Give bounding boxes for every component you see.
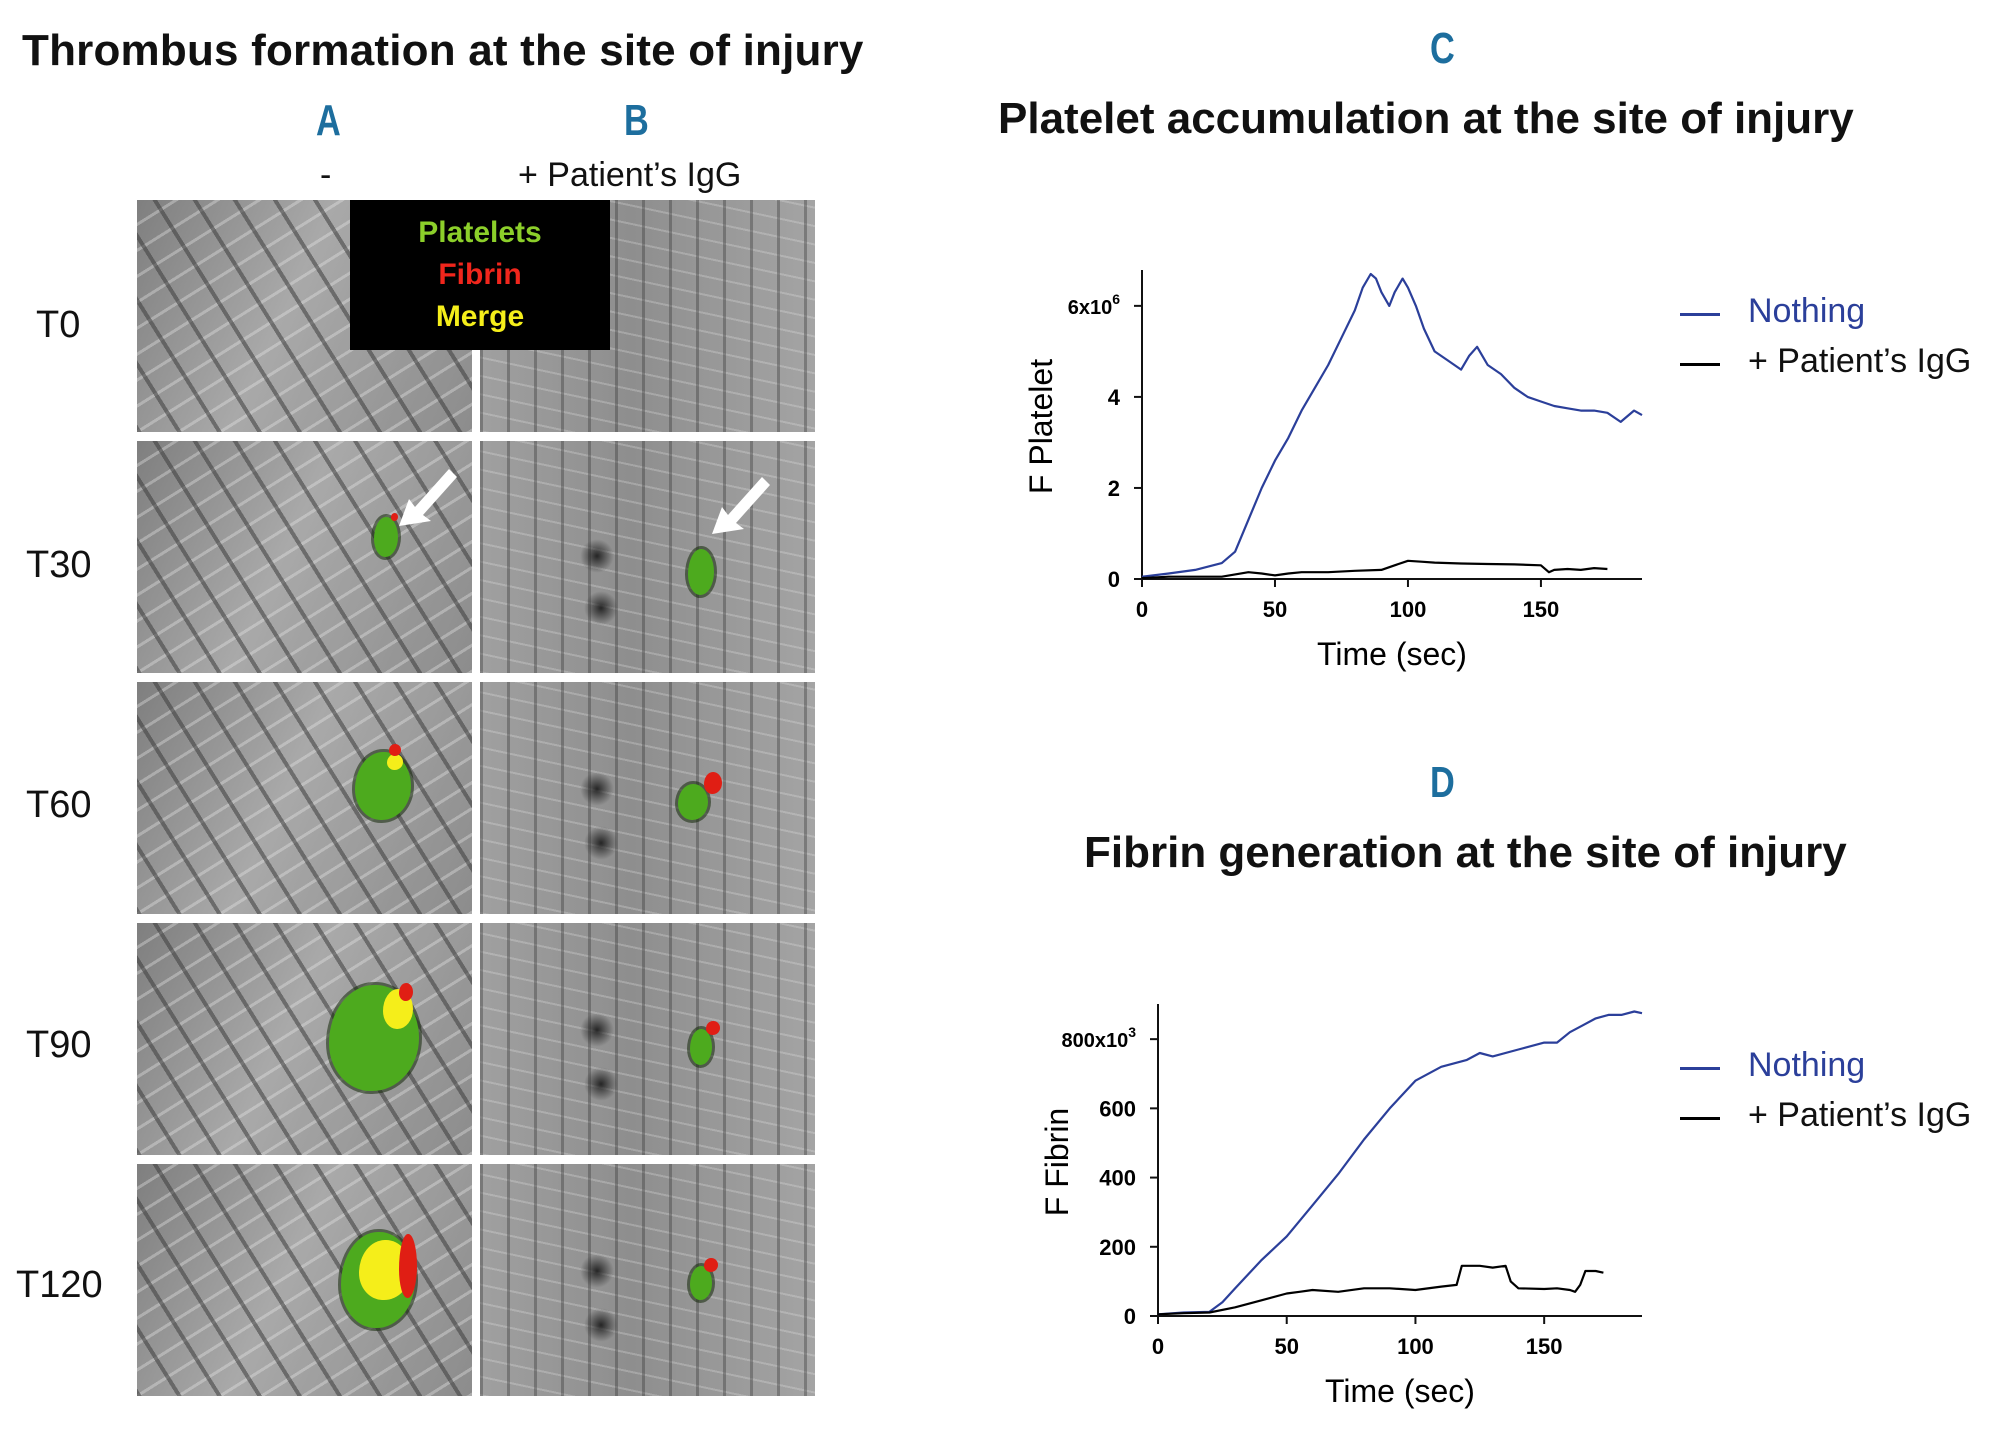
merge-region bbox=[387, 754, 403, 770]
platelet-thrombus bbox=[374, 517, 398, 557]
legend-label-igg: + Patient’s IgG bbox=[1748, 342, 1972, 380]
micro-b-t30 bbox=[480, 441, 815, 673]
y-tick-label: 600 bbox=[1099, 1096, 1136, 1121]
row-label-t90: T90 bbox=[26, 1024, 92, 1066]
x-tick-label: 0 bbox=[1152, 1334, 1164, 1359]
series-line-igg bbox=[1157, 1264, 1604, 1316]
chart-c-title: Platelet accumulation at the site of inj… bbox=[998, 94, 1854, 143]
y-tick-label: 800x103 bbox=[1061, 1024, 1136, 1052]
y-tick-label: 0 bbox=[1108, 567, 1120, 592]
left-title: Thrombus formation at the site of injury bbox=[22, 26, 864, 75]
overlay-color-legend: Platelets Fibrin Merge bbox=[350, 200, 610, 350]
legend-fibrin-label: Fibrin bbox=[438, 258, 522, 291]
platelet-thrombus bbox=[678, 784, 708, 820]
panel-letter-b: B bbox=[624, 96, 649, 145]
white-arrow-icon bbox=[712, 477, 770, 534]
series-line-igg bbox=[1141, 559, 1608, 580]
legend-platelets-label: Platelets bbox=[418, 216, 542, 249]
fibrin-deposit bbox=[399, 1234, 417, 1298]
microscopy-grid bbox=[137, 200, 820, 1396]
column-label-b: + Patient’s IgG bbox=[518, 156, 742, 194]
y-axis-label: F Platelet bbox=[1023, 359, 1059, 494]
chart-d-fibrin-generation: 0 50 100 150 0 200 400 600 800x103 Time (sec) F Fi… bbox=[1039, 1004, 1643, 1409]
micro-a-t90 bbox=[137, 923, 472, 1155]
x-axis-label: Time (sec) bbox=[1325, 1373, 1475, 1409]
legend-line-igg bbox=[1680, 363, 1720, 366]
column-label-a: - bbox=[320, 156, 332, 194]
legend-line-nothing bbox=[1680, 1067, 1720, 1070]
legend-label-igg: + Patient’s IgG bbox=[1748, 1096, 1972, 1134]
fibrin-deposit bbox=[389, 744, 401, 756]
series-line-nothing bbox=[1157, 1010, 1643, 1316]
chart-c-platelet-accumulation: 0 50 100 150 0 2 4 6x106 Time (sec) F Platelet bbox=[1023, 270, 1643, 672]
y-tick-label: 200 bbox=[1099, 1235, 1136, 1260]
y-tick-label: 2 bbox=[1108, 476, 1120, 501]
chart-d-title: Fibrin generation at the site of injury bbox=[1084, 828, 1847, 877]
fibrin-deposit bbox=[399, 983, 413, 1001]
legend-line-igg bbox=[1680, 1117, 1720, 1120]
x-tick-label: 0 bbox=[1136, 597, 1148, 622]
y-tick-label: 0 bbox=[1124, 1304, 1136, 1329]
micro-b-t120 bbox=[480, 1164, 815, 1396]
y-axis-label: F Fibrin bbox=[1039, 1108, 1075, 1216]
platelet-thrombus bbox=[690, 1266, 712, 1300]
x-tick-label: 150 bbox=[1526, 1334, 1563, 1359]
micro-a-t60 bbox=[137, 682, 472, 914]
panel-letter-d: D bbox=[1430, 758, 1455, 807]
y-tick-label: 4 bbox=[1108, 385, 1121, 410]
legend-label-nothing: Nothing bbox=[1748, 292, 1866, 330]
x-tick-label: 50 bbox=[1274, 1334, 1298, 1359]
micro-a-t120 bbox=[137, 1164, 472, 1396]
row-label-t0: T0 bbox=[36, 304, 81, 346]
micro-b-t60 bbox=[480, 682, 815, 914]
x-tick-label: 100 bbox=[1397, 1334, 1434, 1359]
legend-merge-label: Merge bbox=[435, 300, 525, 333]
series-line-nothing bbox=[1141, 272, 1643, 578]
x-tick-label: 150 bbox=[1523, 597, 1560, 622]
white-arrow-icon bbox=[399, 469, 457, 526]
micro-a-t30 bbox=[137, 441, 472, 673]
x-tick-label: 50 bbox=[1263, 597, 1287, 622]
x-axis-label: Time (sec) bbox=[1317, 636, 1467, 672]
legend-label-nothing: Nothing bbox=[1748, 1046, 1866, 1084]
x-tick-label: 100 bbox=[1390, 597, 1427, 622]
y-tick-label: 400 bbox=[1099, 1166, 1136, 1191]
panel-letter-c: C bbox=[1430, 24, 1455, 73]
row-label-t60: T60 bbox=[26, 784, 92, 826]
platelet-thrombus bbox=[690, 1029, 712, 1065]
micro-b-t90 bbox=[480, 923, 815, 1155]
fibrin-deposit bbox=[704, 772, 722, 794]
fibrin-deposit bbox=[706, 1021, 720, 1035]
fibrin-deposit bbox=[704, 1258, 718, 1272]
legend-line-nothing bbox=[1680, 313, 1720, 316]
platelet-thrombus bbox=[688, 549, 714, 595]
panel-letter-a: A bbox=[316, 96, 341, 145]
y-tick-label: 6x106 bbox=[1068, 291, 1121, 319]
row-label-t120: T120 bbox=[16, 1264, 103, 1306]
fibrin-deposit bbox=[391, 513, 398, 521]
row-label-t30: T30 bbox=[26, 544, 92, 586]
